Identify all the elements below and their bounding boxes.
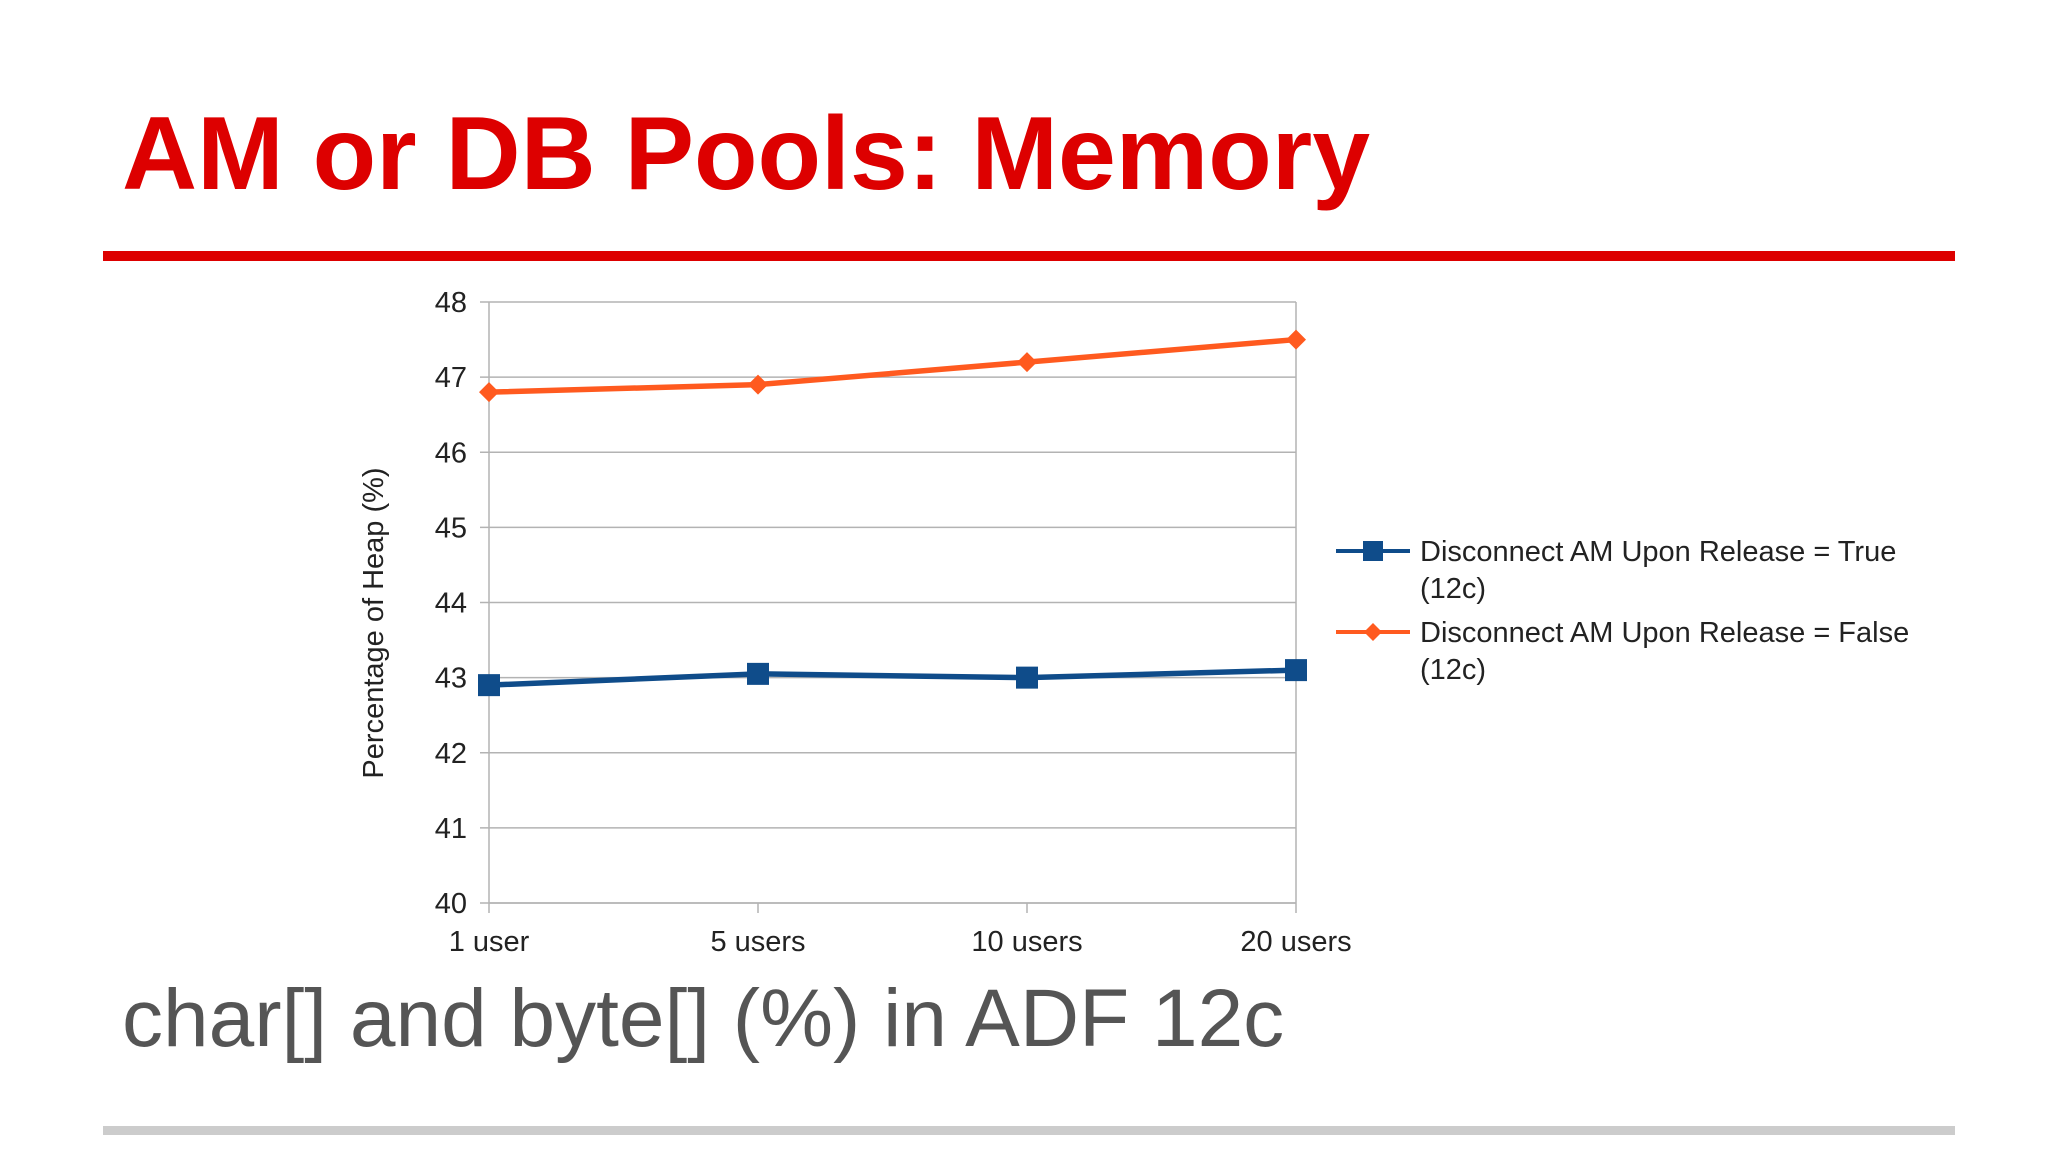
x-tick-label: 1 user	[449, 926, 530, 958]
title-underline	[103, 251, 1955, 261]
y-tick-label: 47	[435, 362, 467, 394]
chart-tick-labels: 40 41 42 43 44 45 46 47 48 1 user 5 users 10 users 2…	[435, 287, 1352, 958]
y-tick-label: 42	[435, 738, 467, 770]
legend-swatch-marker	[1363, 541, 1383, 561]
data-point	[747, 662, 769, 685]
legend-label: (12c)	[1420, 573, 1486, 605]
y-tick-label: 45	[435, 512, 467, 544]
legend-label: (12c)	[1420, 654, 1486, 686]
y-tick-label: 46	[435, 437, 467, 469]
y-tick-label: 41	[435, 813, 467, 845]
legend-label: Disconnect AM Upon Release = False	[1420, 617, 1909, 649]
footer-rule	[103, 1126, 1955, 1135]
chart-series	[478, 329, 1307, 697]
series-2	[479, 329, 1306, 403]
data-point	[478, 674, 500, 697]
x-tick-label: 10 users	[971, 926, 1082, 958]
y-tick-label: 44	[435, 588, 467, 620]
data-point	[479, 382, 499, 403]
data-point	[1016, 666, 1038, 689]
legend-swatch-marker	[1364, 623, 1382, 641]
x-tick-label: 5 users	[710, 926, 805, 958]
chart-axes	[480, 301, 1297, 913]
data-point	[1285, 659, 1307, 682]
y-tick-label: 48	[435, 287, 467, 319]
data-point	[1017, 352, 1037, 373]
legend-entry-2: Disconnect AM Upon Release = False (12c)	[1336, 617, 1909, 686]
series-1	[478, 659, 1307, 697]
y-tick-label: 43	[435, 663, 467, 695]
legend-label: Disconnect AM Upon Release = True	[1420, 536, 1896, 568]
data-point	[748, 374, 768, 395]
slide-title: AM or DB Pools: Memory	[122, 96, 1371, 212]
slide-subtitle: char[] and byte[] (%) in ADF 12c	[122, 973, 1285, 1064]
data-point	[1286, 329, 1306, 350]
series-line	[488, 667, 1297, 688]
legend-entry-1: Disconnect AM Upon Release = True (12c)	[1336, 536, 1896, 605]
chart-legend: Disconnect AM Upon Release = True(12c)Di…	[1336, 536, 1909, 686]
y-tick-label: 40	[435, 888, 467, 920]
x-tick-label: 20 users	[1240, 926, 1351, 958]
series-line	[488, 336, 1297, 395]
chart-gridlines	[489, 301, 1296, 904]
y-axis-label: Percentage of Heap (%)	[358, 467, 390, 778]
